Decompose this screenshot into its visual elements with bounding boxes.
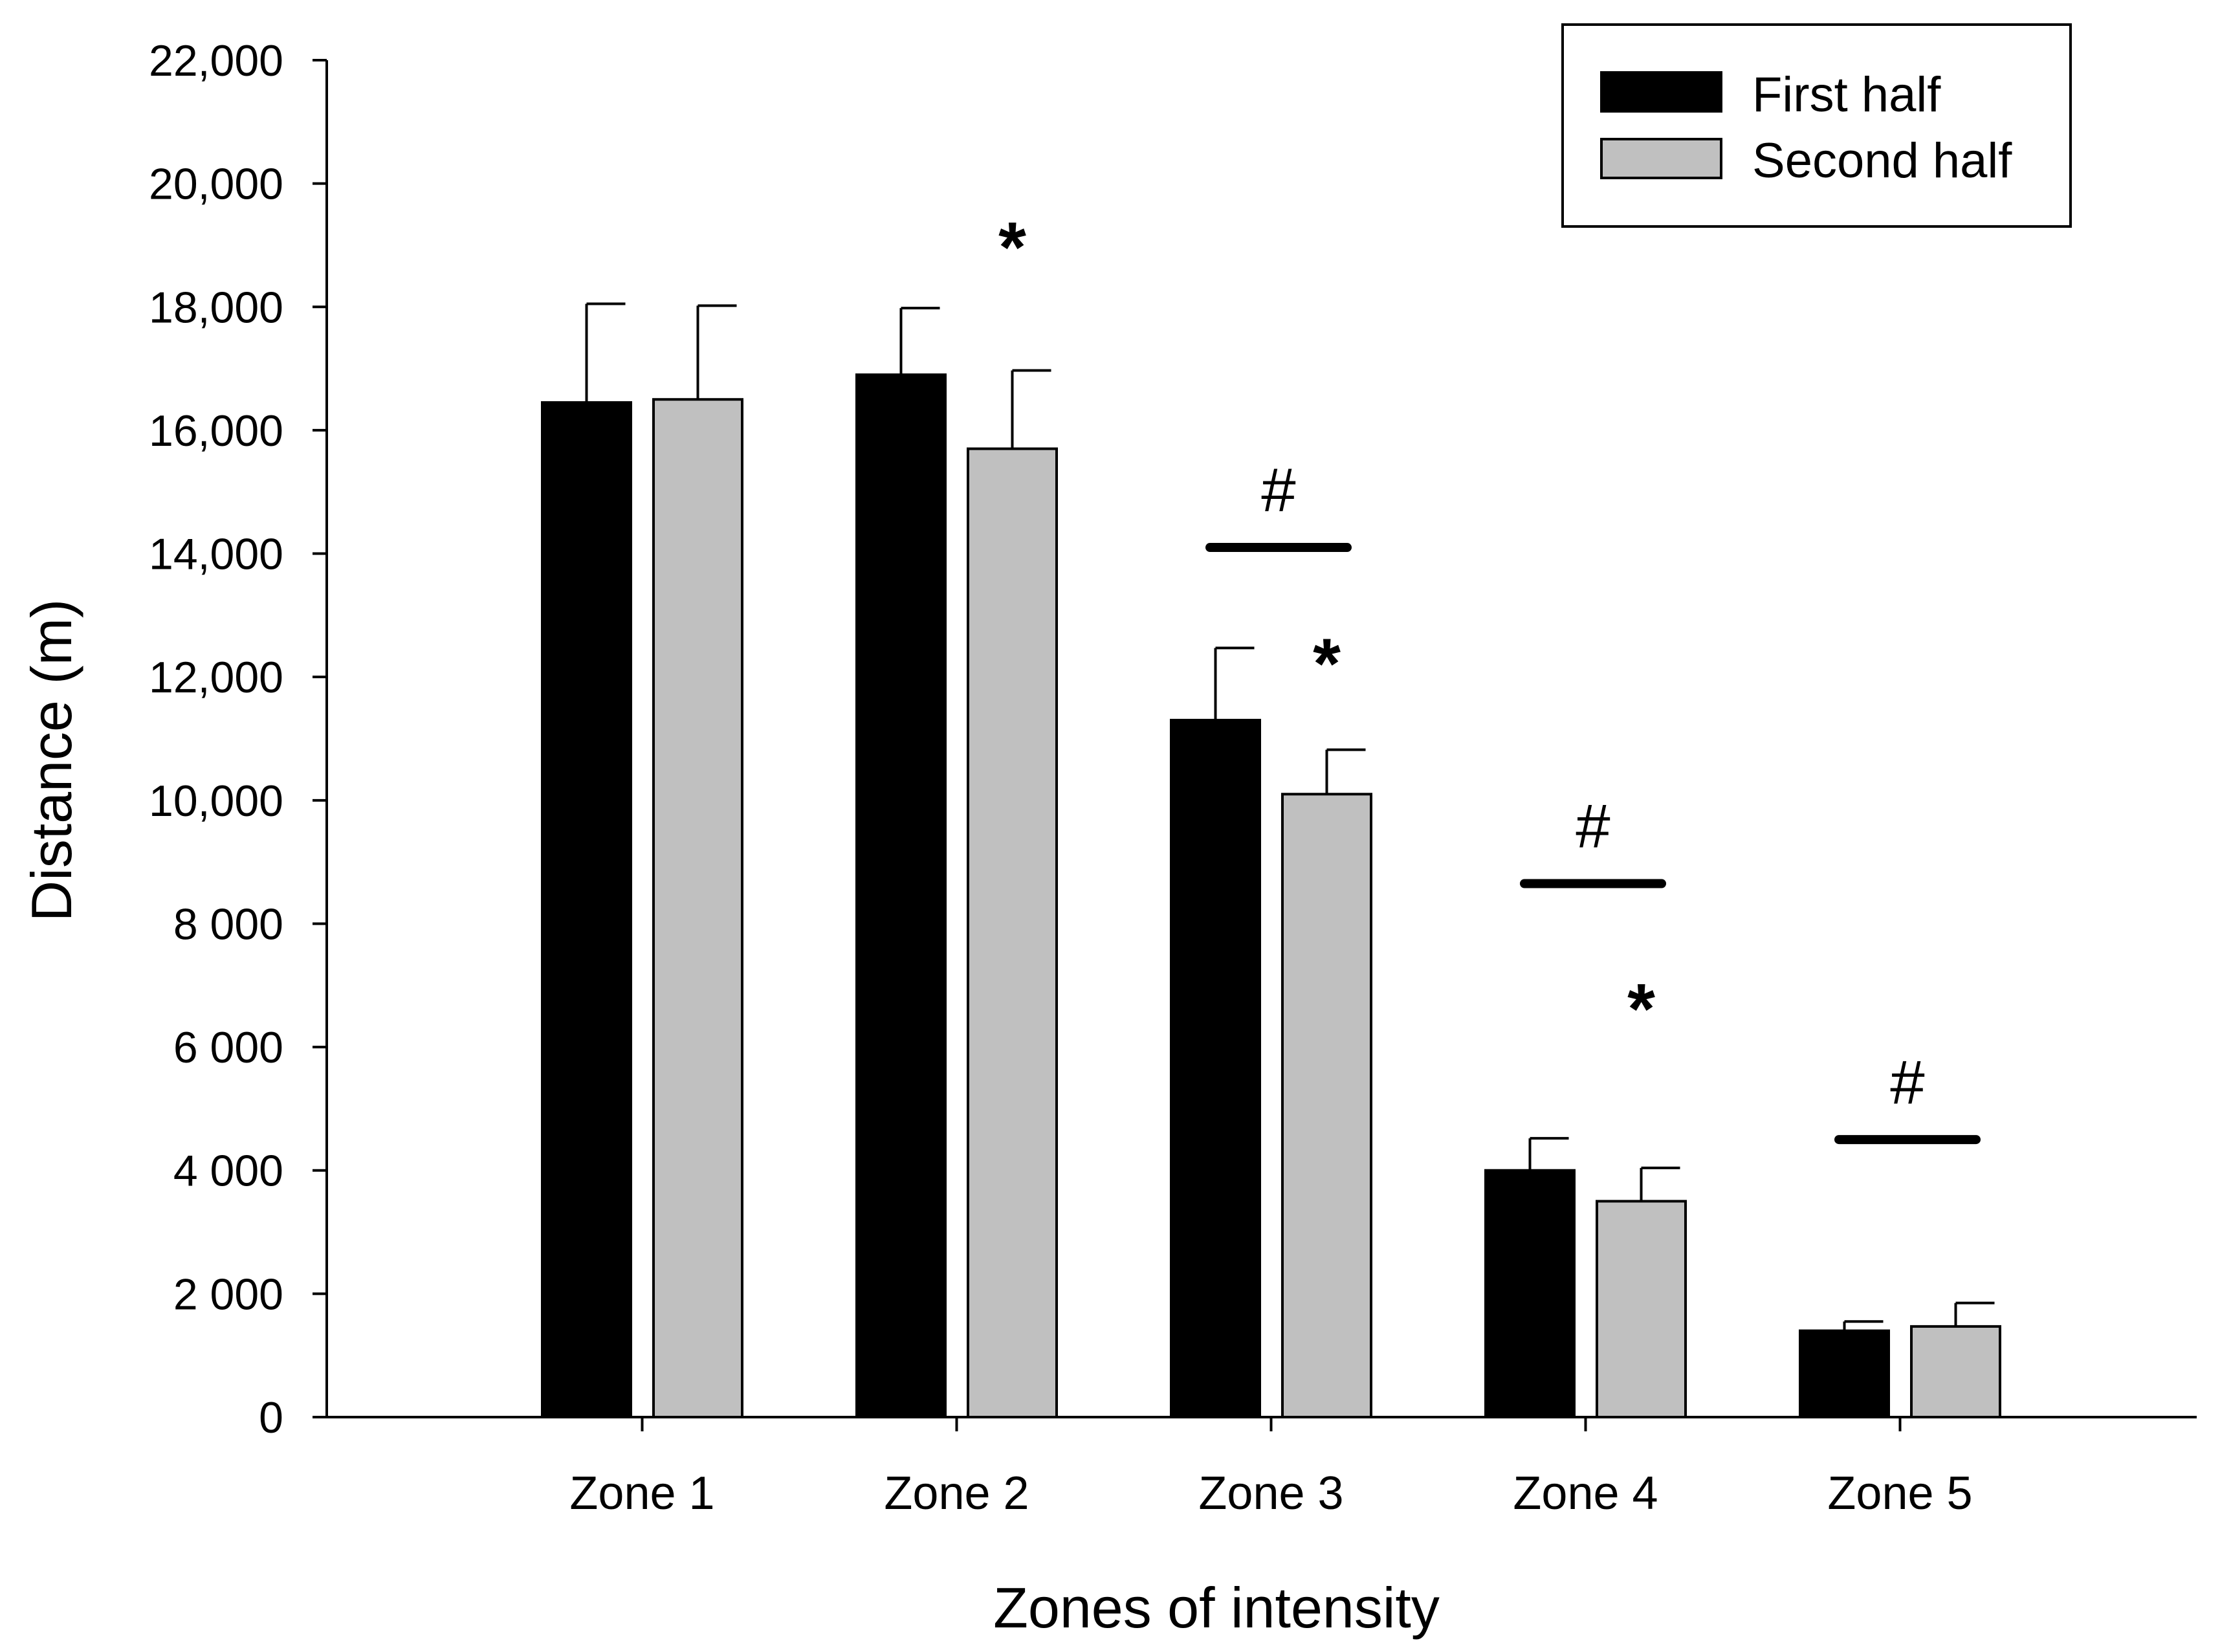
bars-group: [541, 302, 2001, 1419]
bar-second-half-zone-1: [652, 398, 743, 1418]
bar-first-half-zone-4: [1484, 1169, 1576, 1419]
significance-star: *: [1313, 624, 1341, 703]
bar-second-half-zone-2: [967, 447, 1058, 1418]
y-tick-label: 16,000: [149, 406, 283, 456]
y-tick-label: 8 000: [173, 899, 283, 949]
x-axis-title: Zones of intensity: [993, 1576, 1440, 1640]
x-tick-label-zone-5: Zone 5: [1827, 1468, 1972, 1519]
y-tick-label: 18,000: [149, 283, 283, 332]
significance-hash: #: [1576, 792, 1610, 861]
bar-second-half-zone-4: [1596, 1200, 1687, 1418]
y-tick-label: 6 000: [173, 1023, 283, 1072]
y-tick-label: 22,000: [149, 36, 283, 85]
bar-first-half-zone-2: [855, 373, 947, 1419]
annotations-group: * * * # # #: [998, 208, 1981, 1145]
x-axis-group: Zone 1 Zone 2 Zone 3 Zone 4 Zone 5: [327, 1416, 2197, 1519]
y-tick-label: 12,000: [149, 653, 283, 702]
legend-box: [1561, 23, 2072, 228]
legend-label-second-half: Second half: [1752, 133, 2012, 188]
x-tick-label-zone-4: Zone 4: [1513, 1468, 1658, 1519]
legend: First half Second half: [1561, 23, 2072, 228]
y-axis-group: 0 2 000 4 000 6 000 8 000 10,000 12,000 14,000 1…: [149, 36, 328, 1442]
significance-star: *: [998, 208, 1026, 287]
bar-first-half-zone-1: [541, 401, 632, 1419]
y-tick-label: 10,000: [149, 776, 283, 826]
y-tick-label: 14,000: [149, 530, 283, 579]
bar-first-half-zone-5: [1799, 1329, 1890, 1418]
y-tick-label: 20,000: [149, 160, 283, 209]
y-tick-label: 2 000: [173, 1270, 283, 1319]
y-tick-label: 4 000: [173, 1147, 283, 1196]
significance-hash: #: [1261, 456, 1295, 525]
bar-first-half-zone-3: [1170, 718, 1261, 1418]
bar-second-half-zone-3: [1281, 793, 1372, 1418]
x-tick-label-zone-3: Zone 3: [1198, 1468, 1343, 1519]
y-tick-label: 0: [259, 1393, 283, 1442]
legend-swatch-second-half: [1600, 138, 1722, 179]
y-axis-title: Distance (m): [19, 599, 83, 922]
bar-second-half-zone-5: [1910, 1325, 2001, 1419]
x-tick-label-zone-2: Zone 2: [884, 1468, 1029, 1519]
significance-star: *: [1627, 969, 1655, 1049]
legend-label-first-half: First half: [1752, 67, 1941, 122]
legend-swatch-first-half: [1600, 71, 1722, 113]
significance-hash: #: [1890, 1048, 1924, 1117]
x-tick-label-zone-1: Zone 1: [569, 1468, 714, 1519]
